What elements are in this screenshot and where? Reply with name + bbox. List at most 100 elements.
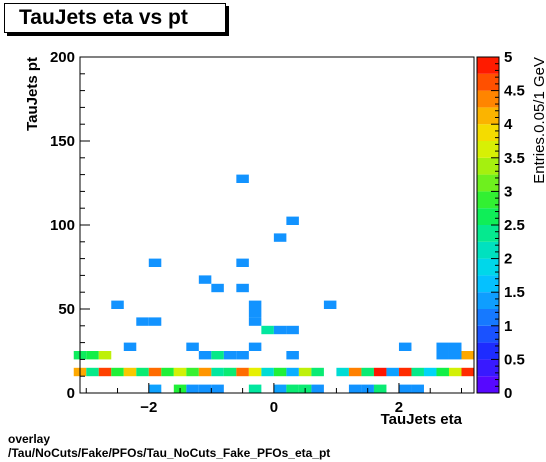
z-tick-label: 4 — [504, 116, 513, 133]
heatmap-cell — [386, 367, 399, 377]
heatmap-cell — [211, 283, 224, 293]
heatmap-cell — [198, 367, 212, 377]
chart-title: TauJets eta vs pt — [19, 6, 188, 29]
heatmap-cell — [186, 367, 199, 377]
color-palette: 0 0.5 1 1.5 2 2.5 3 3.5 4 4.5 5 — [476, 49, 525, 402]
heatmap-cell — [398, 342, 412, 351]
z-tick-label: 1 — [504, 318, 512, 335]
heatmap-cell — [148, 384, 162, 393]
heatmap-cell — [86, 367, 99, 377]
heatmap-cell — [336, 367, 349, 377]
heatmap-cell — [298, 367, 312, 377]
heatmap-cell — [411, 384, 424, 393]
heatmap-cell — [411, 367, 424, 377]
heatmap-cell — [98, 367, 112, 377]
palette-band — [477, 191, 499, 209]
x-tick-label: 2 — [395, 399, 403, 416]
heatmap-cell — [286, 216, 299, 225]
heatmap-cell — [236, 258, 249, 267]
heatmap-cell — [448, 367, 462, 377]
heatmap-cell — [436, 351, 449, 360]
z-tick-label: 1.5 — [504, 284, 525, 301]
heatmap-cell — [323, 300, 337, 309]
plot-frame — [79, 56, 475, 394]
heatmap-cell — [286, 351, 299, 360]
heatmap-cell — [186, 384, 199, 393]
palette-band — [477, 292, 499, 309]
y-tick-label: 100 — [50, 217, 75, 234]
heatmap-cell — [348, 367, 362, 377]
heatmap-cell — [286, 367, 299, 377]
x-axis-title: TauJets eta — [381, 411, 463, 428]
x-tick-label: 0 — [270, 399, 278, 416]
heatmap-cell — [423, 367, 437, 377]
heatmap-cell — [248, 367, 262, 377]
heatmap-cell — [198, 384, 212, 393]
heatmap-cell — [211, 367, 224, 377]
palette-band — [477, 174, 499, 192]
palette-band — [477, 325, 499, 343]
heatmap-cell — [223, 351, 237, 360]
heatmap-cell — [398, 367, 412, 377]
z-tick-label: 3.5 — [504, 150, 525, 167]
heatmap-cell — [261, 367, 274, 377]
heatmap-cell — [248, 384, 262, 393]
heatmap-cell — [286, 325, 299, 335]
heatmap-cell — [248, 317, 262, 326]
heatmap-cell — [148, 317, 162, 326]
z-tick-label: 2.5 — [504, 217, 525, 234]
z-tick-label: 0 — [504, 385, 512, 402]
x-tick-label: −2 — [140, 399, 157, 416]
palette-band — [477, 90, 499, 108]
heatmap-cell — [448, 351, 462, 360]
heatmap-cell — [273, 367, 287, 377]
heatmap-cell — [373, 384, 387, 393]
heatmap-cell — [311, 367, 324, 377]
palette-band — [477, 275, 499, 293]
heatmap-cell — [248, 309, 262, 318]
heatmap-cell — [273, 384, 287, 393]
heatmap-cell — [198, 351, 212, 360]
heatmap-cell — [111, 367, 124, 377]
palette-band — [477, 359, 499, 377]
z-tick-label: 3 — [504, 183, 512, 200]
heatmap-cell — [236, 174, 249, 183]
heatmap-cell — [248, 342, 262, 351]
palette-band — [477, 208, 499, 225]
heatmap-cell — [448, 342, 462, 351]
heatmap-cell — [273, 233, 287, 242]
heatmap-cells — [73, 174, 474, 393]
palette-band — [477, 157, 499, 175]
heatmap-cell — [123, 342, 137, 351]
footer-caption: overlay /Tau/NoCuts/Fake/PFOs/Tau_NoCuts… — [8, 432, 330, 460]
palette-band — [477, 309, 499, 326]
heatmap-cell — [436, 367, 449, 377]
palette-band — [477, 241, 499, 259]
y-tick-label: 50 — [58, 301, 75, 318]
heatmap-cell — [248, 300, 262, 309]
footer-line-1: overlay — [8, 432, 51, 446]
heatmap-cell — [273, 325, 287, 335]
heatmap-cell — [98, 351, 112, 360]
heatmap-cell — [136, 367, 149, 377]
heatmap-cell — [461, 351, 474, 360]
y-axis-title: TauJets pt — [24, 57, 41, 131]
heatmap-cell — [211, 351, 224, 360]
heatmap-cell — [361, 367, 374, 377]
heatmap-cell — [348, 384, 362, 393]
footer-line-2: /Tau/NoCuts/Fake/PFOs/Tau_NoCuts_Fake_PF… — [8, 446, 331, 460]
heatmap-cell — [136, 317, 149, 326]
y-tick-label: 200 — [50, 49, 75, 66]
heatmap-cell — [261, 325, 274, 335]
heatmap-cell — [148, 367, 162, 377]
palette-band — [477, 124, 499, 141]
heatmap-cell — [436, 342, 449, 351]
heatmap-cell — [236, 351, 249, 360]
z-tick-label: 4.5 — [504, 83, 525, 100]
z-tick-label: 5 — [504, 49, 512, 66]
palette-band — [477, 258, 499, 276]
heatmap-cell — [186, 342, 199, 351]
heatmap-cell — [111, 300, 124, 309]
axes: −2 0 2 0 50 100 150 200 — [50, 49, 462, 416]
